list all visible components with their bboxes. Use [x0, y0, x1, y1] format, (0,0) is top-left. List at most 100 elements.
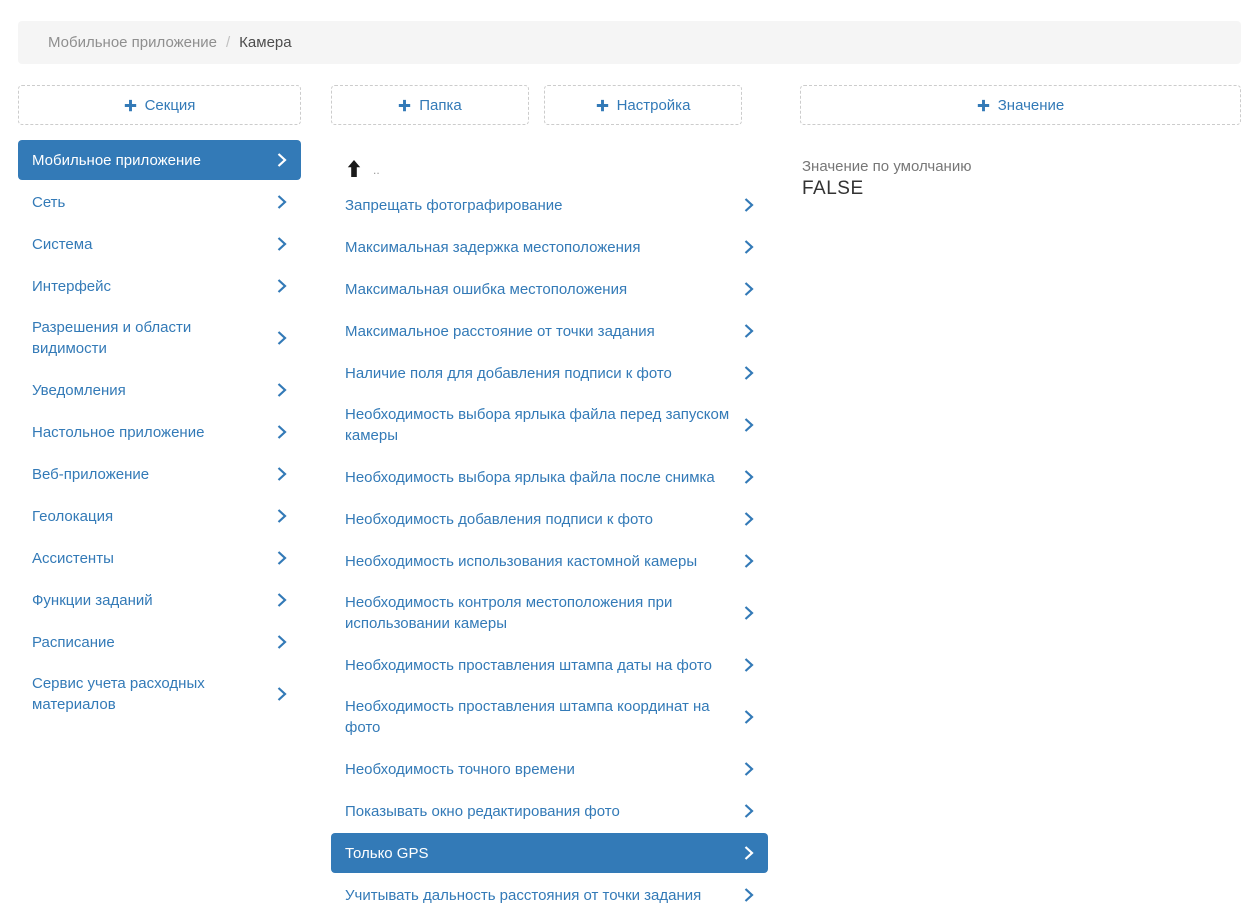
chevron-right-icon	[744, 887, 754, 903]
sidebar-section-item[interactable]: Система	[18, 224, 301, 264]
chevron-right-icon	[744, 845, 754, 861]
settings-item-label: Необходимость контроля местоположения пр…	[345, 594, 673, 632]
arrow-up-icon	[347, 160, 361, 177]
sidebar-section-item[interactable]: Интерфейс	[18, 266, 301, 306]
settings-item-label: Необходимость проставления штампа даты н…	[345, 656, 712, 674]
sidebar-section-item[interactable]: Веб-приложение	[18, 454, 301, 494]
add-folder-button[interactable]: Папка	[331, 85, 529, 125]
plus-icon	[398, 99, 411, 112]
chevron-right-icon	[277, 330, 287, 346]
settings-list-item[interactable]: Необходимость выбора ярлыка файла перед …	[331, 395, 768, 455]
settings-item-label: Необходимость проставления штампа коорди…	[345, 698, 710, 736]
chevron-right-icon	[277, 592, 287, 608]
plus-icon	[596, 99, 609, 112]
chevron-right-icon	[744, 417, 754, 433]
chevron-right-icon	[744, 553, 754, 569]
value-column: Значение Значение по умолчанию FALSE	[800, 85, 1241, 201]
chevron-right-icon	[744, 709, 754, 725]
settings-item-label: Максимальное расстояние от точки задания	[345, 322, 655, 340]
chevron-right-icon	[277, 466, 287, 482]
settings-list-item[interactable]: Необходимость контроля местоположения пр…	[331, 583, 768, 643]
default-value-label: Значение по умолчанию	[802, 158, 972, 175]
chevron-right-icon	[744, 657, 754, 673]
settings-item-label: Наличие поля для добавления подписи к фо…	[345, 364, 672, 382]
chevron-right-icon	[744, 323, 754, 339]
settings-item-label: Необходимость использования кастомной ка…	[345, 552, 698, 570]
sidebar-section-item[interactable]: Настольное приложение	[18, 412, 301, 452]
sidebar-section-item[interactable]: Сеть	[18, 182, 301, 222]
sidebar-section-label: Расписание	[32, 633, 115, 651]
sidebar-section-label: Интерфейс	[32, 277, 112, 295]
settings-item-label: Запрещать фотографирование	[345, 196, 563, 214]
sidebar-section-item[interactable]: Расписание	[18, 622, 301, 662]
add-value-label: Значение	[997, 96, 1065, 114]
sidebar-section-item[interactable]: Разрешения и области видимости	[18, 308, 301, 368]
sidebar-section-item[interactable]: Геолокация	[18, 496, 301, 536]
chevron-right-icon	[744, 239, 754, 255]
sidebar-section-item[interactable]: Ассистенты	[18, 538, 301, 578]
sections-list: Мобильное приложение Сеть Система Интерф…	[18, 140, 301, 724]
settings-list-item[interactable]: Необходимость выбора ярлыка файла после …	[331, 457, 768, 497]
settings-column: Папка Настройка .. Запрещать фотографиро…	[331, 85, 768, 917]
settings-list-item[interactable]: Максимальное расстояние от точки задания	[331, 311, 768, 351]
sidebar-section-label: Уведомления	[32, 381, 126, 399]
settings-list-item[interactable]: Показывать окно редактирования фото	[331, 791, 768, 831]
settings-list-item[interactable]: Запрещать фотографирование	[331, 185, 768, 225]
chevron-right-icon	[744, 761, 754, 777]
add-setting-button[interactable]: Настройка	[544, 85, 742, 125]
settings-list-item[interactable]: Только GPS	[331, 833, 768, 873]
navigate-up-label: ..	[373, 163, 380, 177]
chevron-right-icon	[277, 424, 287, 440]
default-value: FALSE	[802, 178, 864, 199]
navigate-up-row[interactable]: ..	[331, 147, 768, 177]
sidebar-section-label: Геолокация	[32, 507, 114, 525]
settings-list-item[interactable]: Необходимость проставления штампа коорди…	[331, 687, 768, 747]
settings-list-item[interactable]: Необходимость точного времени	[331, 749, 768, 789]
settings-list-item[interactable]: Необходимость добавления подписи к фото	[331, 499, 768, 539]
chevron-right-icon	[744, 469, 754, 485]
sidebar-section-item[interactable]: Сервис учета расходных материалов	[18, 664, 301, 724]
breadcrumb-divider: /	[226, 34, 231, 51]
sidebar-section-label: Настольное приложение	[32, 423, 205, 441]
sidebar-section-label: Сеть	[32, 193, 66, 211]
settings-list: Запрещать фотографирование Максимальная …	[331, 185, 768, 915]
settings-item-label: Показывать окно редактирования фото	[345, 802, 620, 820]
sidebar-section-label: Система	[32, 235, 93, 253]
sidebar-section-item[interactable]: Уведомления	[18, 370, 301, 410]
chevron-right-icon	[277, 152, 287, 168]
sidebar-section-item[interactable]: Мобильное приложение	[18, 140, 301, 180]
add-section-button[interactable]: Секция	[18, 85, 301, 125]
chevron-right-icon	[277, 508, 287, 524]
breadcrumb: Мобильное приложение / Камера	[18, 21, 1241, 64]
chevron-right-icon	[277, 382, 287, 398]
settings-item-label: Необходимость выбора ярлыка файла перед …	[345, 406, 730, 444]
add-value-button[interactable]: Значение	[800, 85, 1241, 125]
sidebar-section-label: Функции заданий	[32, 591, 153, 609]
sidebar-section-label: Разрешения и области видимости	[32, 319, 192, 357]
breadcrumb-current: Камера	[239, 34, 292, 51]
breadcrumb-parent[interactable]: Мобильное приложение	[48, 34, 217, 51]
settings-item-label: Необходимость добавления подписи к фото	[345, 510, 654, 528]
settings-list-item[interactable]: Наличие поля для добавления подписи к фо…	[331, 353, 768, 393]
chevron-right-icon	[277, 634, 287, 650]
settings-item-label: Необходимость точного времени	[345, 760, 575, 778]
chevron-right-icon	[744, 281, 754, 297]
settings-toolbar: Папка Настройка	[331, 85, 768, 125]
chevron-right-icon	[277, 278, 287, 294]
chevron-right-icon	[744, 511, 754, 527]
chevron-right-icon	[277, 686, 287, 702]
chevron-right-icon	[744, 803, 754, 819]
sidebar-section-item[interactable]: Функции заданий	[18, 580, 301, 620]
sidebar-section-label: Веб-приложение	[32, 465, 150, 483]
settings-list-item[interactable]: Максимальная задержка местоположения	[331, 227, 768, 267]
chevron-right-icon	[277, 550, 287, 566]
sidebar-section-label: Мобильное приложение	[32, 151, 201, 169]
chevron-right-icon	[744, 197, 754, 213]
sections-column: Секция Мобильное приложение Сеть Система…	[18, 85, 301, 726]
settings-list-item[interactable]: Необходимость использования кастомной ка…	[331, 541, 768, 581]
settings-list-item[interactable]: Максимальная ошибка местоположения	[331, 269, 768, 309]
sidebar-section-label: Сервис учета расходных материалов	[32, 675, 205, 713]
settings-list-item[interactable]: Учитывать дальность расстояния от точки …	[331, 875, 768, 915]
settings-list-item[interactable]: Необходимость проставления штампа даты н…	[331, 645, 768, 685]
add-setting-label: Настройка	[616, 96, 691, 114]
